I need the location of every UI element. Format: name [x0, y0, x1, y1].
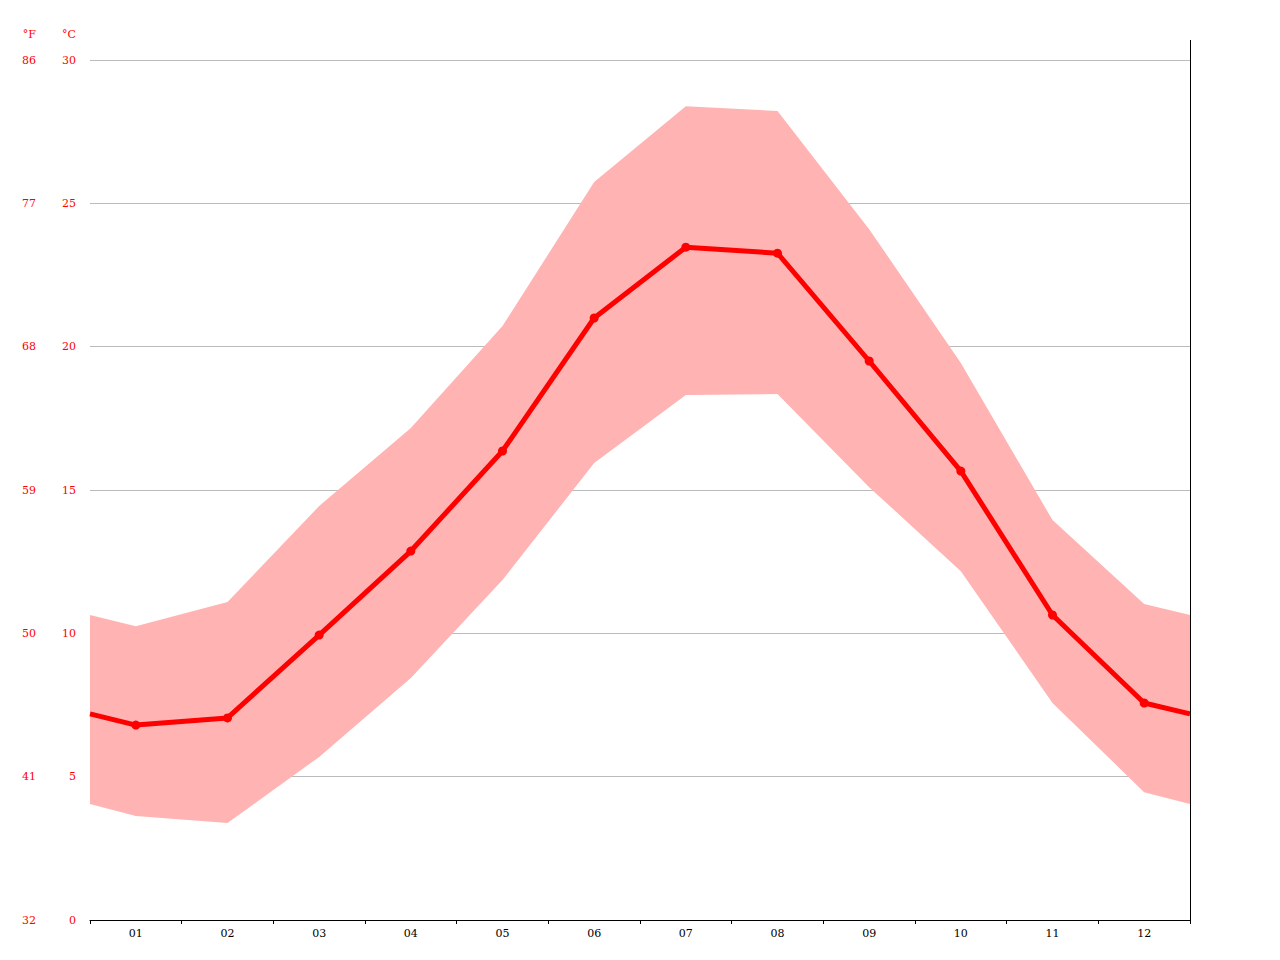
svg-text:05: 05: [496, 927, 510, 940]
svg-text:77: 77: [22, 197, 36, 210]
svg-text:0: 0: [69, 914, 76, 927]
svg-text:20: 20: [62, 340, 76, 353]
svg-text:50: 50: [22, 627, 36, 640]
svg-text:5: 5: [69, 770, 76, 783]
svg-text:03: 03: [312, 927, 326, 940]
svg-text:10: 10: [62, 627, 76, 640]
svg-text:08: 08: [771, 927, 785, 940]
svg-text:09: 09: [862, 927, 876, 940]
svg-text:59: 59: [22, 484, 36, 497]
svg-text:°F: °F: [23, 28, 37, 41]
svg-text:06: 06: [587, 927, 601, 940]
svg-text:68: 68: [22, 340, 36, 353]
svg-text:10: 10: [954, 927, 968, 940]
svg-text:41: 41: [22, 770, 36, 783]
svg-text:11: 11: [1046, 927, 1060, 940]
svg-text:86: 86: [22, 54, 36, 67]
svg-text:01: 01: [129, 927, 143, 940]
svg-text:15: 15: [62, 484, 76, 497]
svg-text:12: 12: [1137, 927, 1151, 940]
svg-text:°C: °C: [62, 28, 76, 41]
svg-text:25: 25: [62, 197, 76, 210]
svg-text:04: 04: [404, 927, 418, 940]
svg-text:32: 32: [22, 914, 36, 927]
svg-text:07: 07: [679, 927, 693, 940]
svg-text:02: 02: [221, 927, 235, 940]
svg-text:30: 30: [62, 54, 76, 67]
